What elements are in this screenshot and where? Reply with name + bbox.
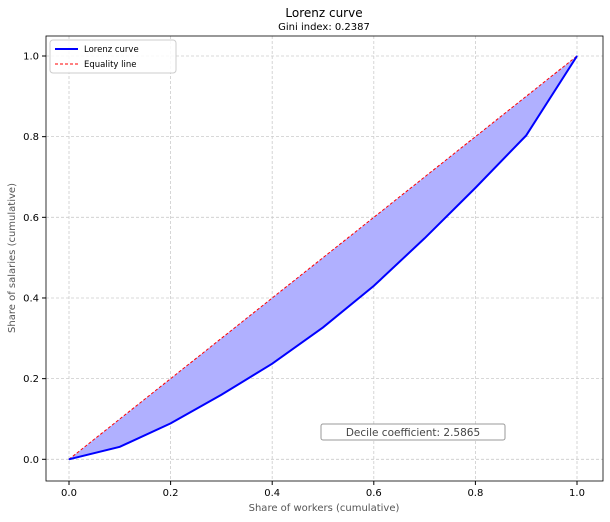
lorenz-point xyxy=(474,187,476,189)
lorenz-point xyxy=(220,394,222,396)
area-between-curves xyxy=(69,56,577,460)
y-axis-label: Share of salaries (cumulative) xyxy=(7,183,18,333)
equality-line xyxy=(68,55,578,460)
lorenz-point xyxy=(373,285,375,287)
x-axis-ticks: 0.0 0.2 0.4 0.6 0.8 1.0 xyxy=(61,481,585,499)
chart-title: Lorenz curve xyxy=(285,6,362,20)
y-tick-label: 0.0 xyxy=(23,455,39,466)
lorenz-point xyxy=(525,134,527,136)
y-tick-label: 0.4 xyxy=(23,293,39,304)
y-tick-label: 0.8 xyxy=(23,132,39,143)
lorenz-point xyxy=(170,422,172,424)
lorenz-point xyxy=(424,237,426,239)
lorenz-points xyxy=(68,55,578,460)
y-tick-label: 0.2 xyxy=(23,374,39,385)
legend-label-lorenz: Lorenz curve xyxy=(84,45,139,55)
legend: Lorenz curve Equality line xyxy=(49,39,177,74)
decile-coefficient-text: Decile coefficient: 2.5865 xyxy=(346,427,480,439)
y-tick-label: 0.6 xyxy=(23,213,39,224)
x-tick-label: 0.0 xyxy=(61,488,77,499)
x-tick-label: 0.4 xyxy=(264,488,280,499)
lorenz-point xyxy=(271,363,273,365)
lorenz-point xyxy=(322,326,324,328)
x-tick-label: 1.0 xyxy=(569,488,585,499)
x-tick-label: 0.6 xyxy=(366,488,382,499)
decile-annotation: Decile coefficient: 2.5865 xyxy=(320,423,506,441)
x-tick-label: 0.8 xyxy=(467,488,483,499)
plot-frame xyxy=(45,35,604,482)
lorenz-point xyxy=(68,458,70,460)
x-tick-label: 0.2 xyxy=(163,488,179,499)
chart-subtitle: Gini index: 0.2387 xyxy=(278,22,370,33)
y-tick-label: 1.0 xyxy=(23,52,39,63)
legend-label-equality: Equality line xyxy=(84,60,137,70)
lorenz-point xyxy=(576,55,578,57)
y-axis-ticks: 0.0 0.2 0.4 0.6 0.8 1.0 xyxy=(23,52,46,466)
lorenz-point xyxy=(119,446,121,448)
x-axis-label: Share of workers (cumulative) xyxy=(249,503,400,514)
